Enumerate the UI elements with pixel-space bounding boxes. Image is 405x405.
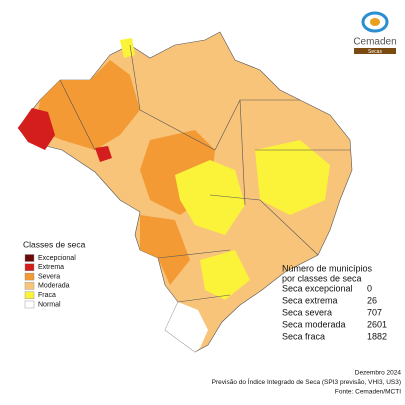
- legend-label: Moderada: [38, 283, 70, 290]
- logo: Cemaden Secas: [353, 11, 397, 55]
- legend-label: Normal: [38, 301, 61, 308]
- summary-value: 1882: [367, 331, 387, 341]
- summary-label: Seca fraca: [282, 331, 325, 341]
- legend-label: Excepcional: [38, 255, 76, 262]
- logo-tag: Secas: [368, 49, 382, 55]
- summary-label: Seca moderada: [282, 319, 346, 329]
- severe-region: [140, 215, 190, 285]
- summary-value: 26: [367, 295, 377, 305]
- logo-name: Cemaden: [353, 37, 396, 48]
- footer-line: Previsão do Índice Integrado de Seca (SP…: [212, 377, 401, 386]
- extreme-region: [18, 108, 55, 150]
- legend: Classes de seca Excepcional Extrema Severa…: [23, 239, 86, 308]
- normal-region: [165, 302, 208, 352]
- summary-value: 707: [367, 307, 382, 317]
- summary-label: Seca severa: [282, 307, 332, 317]
- summary-value: 0: [367, 283, 372, 293]
- footer-line: Dezembro 2024: [355, 370, 402, 377]
- legend-label: Severa: [38, 273, 60, 280]
- logo-band: [354, 48, 396, 54]
- summary-title: por classes de seca: [282, 273, 362, 283]
- weak-region: [200, 250, 250, 300]
- footer-line: Fonte: Cemaden/MCTI: [335, 389, 401, 396]
- legend-swatch: [24, 272, 35, 281]
- legend-swatch: [24, 254, 35, 262]
- extreme-region: [95, 146, 112, 162]
- summary-label: Seca extrema: [282, 295, 338, 305]
- legend-label: Extrema: [38, 264, 64, 271]
- weak-region: [175, 160, 245, 235]
- summary-label: Seca excepcional: [282, 283, 353, 293]
- legend-swatch: [24, 282, 35, 290]
- logo-icon: [370, 18, 380, 26]
- summary-title: Número de municípios: [282, 263, 373, 273]
- brazil-map: [17, 31, 353, 353]
- legend-swatch: [24, 291, 35, 299]
- legend-swatch: [24, 263, 35, 271]
- legend-swatch: [24, 300, 35, 309]
- state-borders: [59, 44, 350, 303]
- weak-region: [255, 140, 330, 215]
- summary-value: 2601: [367, 319, 387, 329]
- legend-title: Classes de seca: [23, 239, 86, 249]
- legend-label: Fraca: [38, 292, 56, 299]
- logo-icon: [361, 11, 389, 33]
